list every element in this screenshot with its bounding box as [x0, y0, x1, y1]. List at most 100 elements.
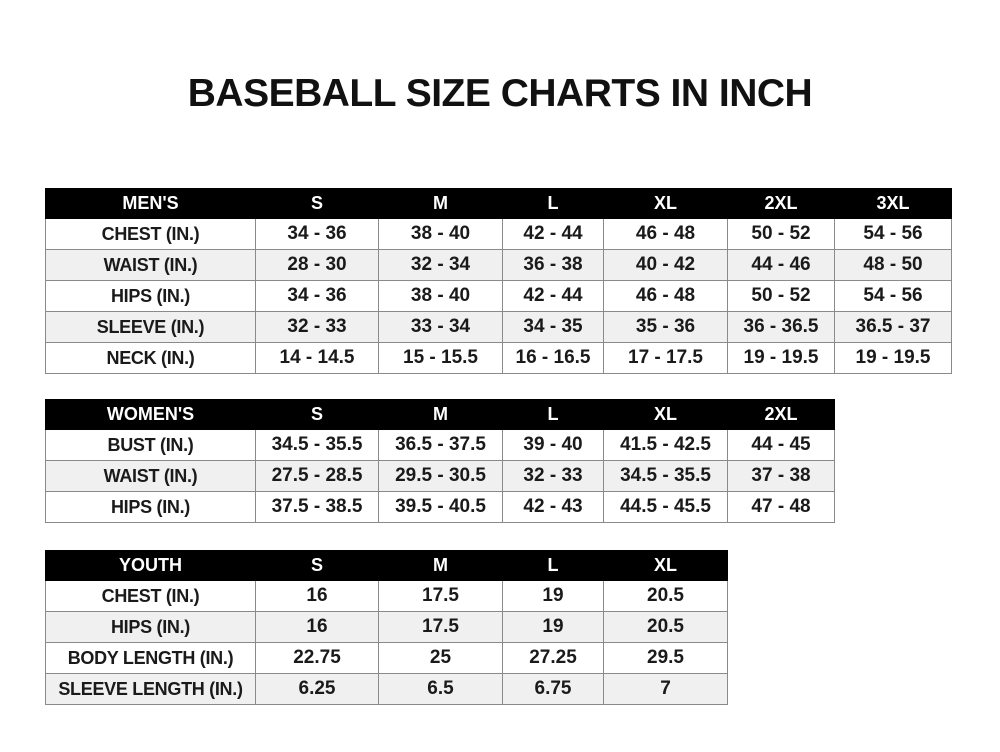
header-row: WOMEN'S S M L XL 2XL: [45, 399, 835, 430]
size-header: XL: [603, 399, 728, 430]
size-value-cell: 32 - 34: [378, 249, 503, 281]
size-value-cell: 14 - 14.5: [255, 342, 379, 374]
size-value-cell: 28 - 30: [255, 249, 379, 281]
size-value-cell: 27.5 - 28.5: [255, 460, 379, 492]
size-value-cell: 29.5 - 30.5: [378, 460, 503, 492]
youth-size-table: YOUTH S M L XL CHEST (IN.) 16 17.5 19 20.5 HIPS (I…: [45, 550, 728, 705]
table-row: BUST (IN.) 34.5 - 35.5 36.5 - 37.5 39 - 40 4…: [45, 429, 835, 461]
size-value-cell: 32 - 33: [502, 460, 604, 492]
size-value-cell: 16 - 16.5: [502, 342, 604, 374]
size-header: L: [502, 188, 604, 219]
measurement-label: WAIST (IN.): [45, 460, 256, 492]
measurement-label: SLEEVE (IN.): [45, 311, 256, 343]
size-value-cell: 36 - 36.5: [727, 311, 835, 343]
mens-size-table: MEN'S S M L XL 2XL 3XL CHEST (IN.) 34 - 36 38 - 4…: [45, 188, 952, 374]
size-value-cell: 41.5 - 42.5: [603, 429, 728, 461]
size-value-cell: 16: [255, 611, 379, 643]
size-value-cell: 42 - 43: [502, 491, 604, 523]
size-value-cell: 19: [502, 580, 604, 612]
size-value-cell: 33 - 34: [378, 311, 503, 343]
size-value-cell: 44.5 - 45.5: [603, 491, 728, 523]
size-value-cell: 37 - 38: [727, 460, 835, 492]
size-value-cell: 44 - 45: [727, 429, 835, 461]
size-value-cell: 36.5 - 37: [834, 311, 952, 343]
size-header: M: [378, 399, 503, 430]
size-value-cell: 34 - 36: [255, 218, 379, 250]
table-row: HIPS (IN.) 37.5 - 38.5 39.5 - 40.5 42 - 43 4…: [45, 491, 835, 523]
size-value-cell: 27.25: [502, 642, 604, 674]
measurement-label: WAIST (IN.): [45, 249, 256, 281]
size-value-cell: 50 - 52: [727, 280, 835, 312]
table-row: WAIST (IN.) 28 - 30 32 - 34 36 - 38 40 - 42 4…: [45, 249, 952, 281]
size-value-cell: 54 - 56: [834, 218, 952, 250]
table-row: CHEST (IN.) 34 - 36 38 - 40 42 - 44 46 - 48 5…: [45, 218, 952, 250]
measurement-label: SLEEVE LENGTH (IN.): [45, 673, 256, 705]
size-header: S: [255, 550, 379, 581]
measurement-label: HIPS (IN.): [45, 491, 256, 523]
size-value-cell: 19 - 19.5: [727, 342, 835, 374]
size-value-cell: 6.25: [255, 673, 379, 705]
table-row: CHEST (IN.) 16 17.5 19 20.5: [45, 580, 728, 612]
size-value-cell: 17 - 17.5: [603, 342, 728, 374]
size-header: XL: [603, 550, 728, 581]
size-value-cell: 7: [603, 673, 728, 705]
table-row: HIPS (IN.) 34 - 36 38 - 40 42 - 44 46 - 48 50…: [45, 280, 952, 312]
size-header: S: [255, 399, 379, 430]
size-value-cell: 17.5: [378, 611, 503, 643]
measurement-label: BUST (IN.): [45, 429, 256, 461]
category-header: MEN'S: [45, 188, 256, 219]
size-value-cell: 54 - 56: [834, 280, 952, 312]
size-value-cell: 50 - 52: [727, 218, 835, 250]
size-value-cell: 38 - 40: [378, 280, 503, 312]
size-value-cell: 40 - 42: [603, 249, 728, 281]
size-header: M: [378, 550, 503, 581]
womens-size-table: WOMEN'S S M L XL 2XL BUST (IN.) 34.5 - 35.5 36.5…: [45, 399, 835, 523]
size-header: 3XL: [834, 188, 952, 219]
size-value-cell: 29.5: [603, 642, 728, 674]
size-value-cell: 46 - 48: [603, 280, 728, 312]
table-row: BODY LENGTH (IN.) 22.75 25 27.25 29.5: [45, 642, 728, 674]
measurement-label: BODY LENGTH (IN.): [45, 642, 256, 674]
size-header: 2XL: [727, 399, 835, 430]
table-row: NECK (IN.) 14 - 14.5 15 - 15.5 16 - 16.5 17 …: [45, 342, 952, 374]
size-value-cell: 16: [255, 580, 379, 612]
size-value-cell: 34 - 35: [502, 311, 604, 343]
size-value-cell: 48 - 50: [834, 249, 952, 281]
category-header: YOUTH: [45, 550, 256, 581]
size-header: L: [502, 399, 604, 430]
measurement-label: CHEST (IN.): [45, 218, 256, 250]
measurement-label: NECK (IN.): [45, 342, 256, 374]
size-value-cell: 36 - 38: [502, 249, 604, 281]
table-row: WAIST (IN.) 27.5 - 28.5 29.5 - 30.5 32 - 33…: [45, 460, 835, 492]
size-value-cell: 22.75: [255, 642, 379, 674]
size-value-cell: 20.5: [603, 580, 728, 612]
table-row: SLEEVE (IN.) 32 - 33 33 - 34 34 - 35 35 - 36…: [45, 311, 952, 343]
measurement-label: HIPS (IN.): [45, 280, 256, 312]
category-header: WOMEN'S: [45, 399, 256, 430]
size-value-cell: 25: [378, 642, 503, 674]
size-value-cell: 44 - 46: [727, 249, 835, 281]
header-row: YOUTH S M L XL: [45, 550, 728, 581]
size-value-cell: 38 - 40: [378, 218, 503, 250]
size-header: M: [378, 188, 503, 219]
size-header: 2XL: [727, 188, 835, 219]
size-value-cell: 34.5 - 35.5: [255, 429, 379, 461]
size-value-cell: 39 - 40: [502, 429, 604, 461]
size-value-cell: 6.75: [502, 673, 604, 705]
size-value-cell: 32 - 33: [255, 311, 379, 343]
table-row: SLEEVE LENGTH (IN.) 6.25 6.5 6.75 7: [45, 673, 728, 705]
measurement-label: CHEST (IN.): [45, 580, 256, 612]
header-row: MEN'S S M L XL 2XL 3XL: [45, 188, 952, 219]
size-header: S: [255, 188, 379, 219]
table-row: HIPS (IN.) 16 17.5 19 20.5: [45, 611, 728, 643]
size-value-cell: 19: [502, 611, 604, 643]
size-value-cell: 42 - 44: [502, 218, 604, 250]
size-value-cell: 34.5 - 35.5: [603, 460, 728, 492]
size-value-cell: 39.5 - 40.5: [378, 491, 503, 523]
size-value-cell: 46 - 48: [603, 218, 728, 250]
size-value-cell: 20.5: [603, 611, 728, 643]
size-value-cell: 15 - 15.5: [378, 342, 503, 374]
size-value-cell: 36.5 - 37.5: [378, 429, 503, 461]
size-value-cell: 37.5 - 38.5: [255, 491, 379, 523]
size-value-cell: 6.5: [378, 673, 503, 705]
